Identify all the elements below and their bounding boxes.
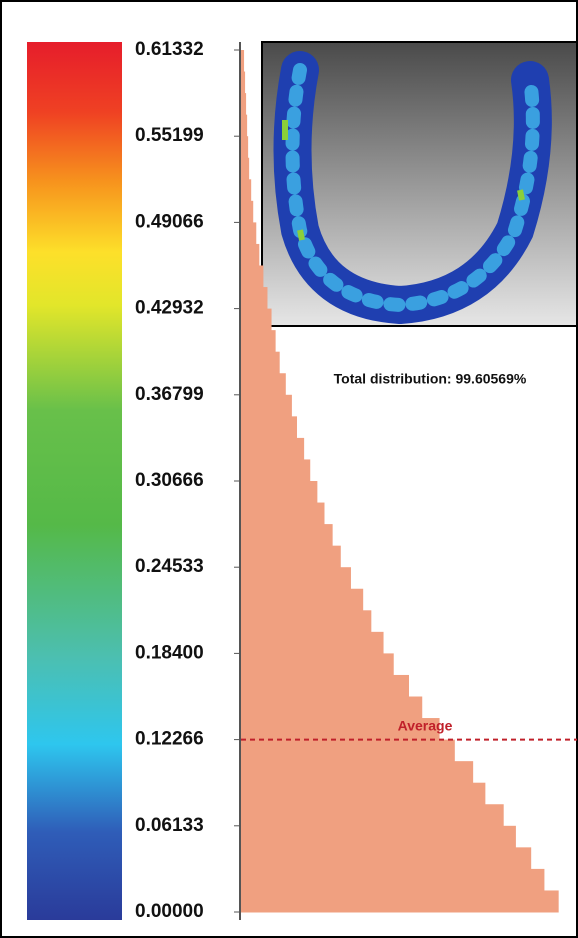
y-tick-label: 0.42932 xyxy=(135,298,204,319)
bar xyxy=(241,826,516,848)
bar xyxy=(241,783,485,805)
bar xyxy=(241,503,324,525)
average-label: Average xyxy=(398,717,453,733)
bar xyxy=(241,697,422,719)
y-tick-label: 0.12266 xyxy=(135,729,204,750)
y-tick-label: 0.00000 xyxy=(135,901,204,922)
color-bar xyxy=(27,42,122,920)
bar xyxy=(241,72,245,94)
bar xyxy=(241,869,544,891)
bar xyxy=(241,265,263,287)
bar xyxy=(241,158,249,180)
bar xyxy=(241,589,363,611)
chart: Total distribution: 99.60569% 0.00000 0.0… xyxy=(0,0,578,938)
y-tick-label: 0.30666 xyxy=(135,470,204,491)
y-tick-label: 0.61332 xyxy=(135,39,204,60)
bar xyxy=(241,890,559,912)
bar xyxy=(241,438,304,460)
bar xyxy=(241,93,246,115)
bar xyxy=(241,287,267,309)
bar xyxy=(241,115,247,137)
bar xyxy=(241,395,292,417)
bar xyxy=(241,179,251,201)
y-tick-label: 0.18400 xyxy=(135,642,204,663)
bar xyxy=(241,459,310,481)
bar xyxy=(241,222,256,244)
bar xyxy=(241,610,371,632)
bar xyxy=(241,632,384,654)
bar xyxy=(241,675,409,697)
bar xyxy=(241,416,297,438)
y-tick-label: 0.24533 xyxy=(135,556,204,577)
bar xyxy=(241,330,276,352)
bar xyxy=(241,804,504,826)
bar xyxy=(241,847,531,869)
bar xyxy=(241,567,351,589)
bar xyxy=(241,352,280,374)
bar xyxy=(241,244,259,266)
inset-image xyxy=(262,42,577,326)
y-tick-label: 0.36799 xyxy=(135,384,204,405)
y-tick-label: 0.55199 xyxy=(135,125,204,146)
annotation: Total distribution: 99.60569% xyxy=(334,371,527,387)
bar xyxy=(241,50,244,72)
bar xyxy=(241,546,341,568)
bar xyxy=(241,653,394,675)
bar xyxy=(241,524,333,546)
bar xyxy=(241,761,473,783)
bar xyxy=(241,201,253,223)
bar xyxy=(241,136,248,158)
y-tick-label: 0.06133 xyxy=(135,815,204,836)
bar xyxy=(241,309,272,331)
bar xyxy=(241,740,455,762)
y-tick-label: 0.49066 xyxy=(135,211,204,232)
bar xyxy=(241,481,317,503)
bar xyxy=(241,373,286,395)
